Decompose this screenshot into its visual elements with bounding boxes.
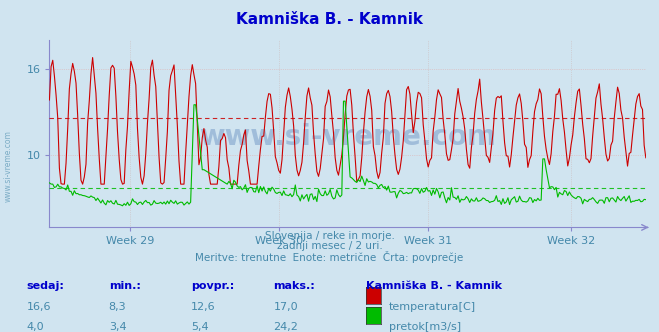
Text: 17,0: 17,0 <box>273 302 298 312</box>
Text: 8,3: 8,3 <box>109 302 127 312</box>
Text: 12,6: 12,6 <box>191 302 215 312</box>
Text: pretok[m3/s]: pretok[m3/s] <box>389 322 461 332</box>
Text: zadnji mesec / 2 uri.: zadnji mesec / 2 uri. <box>277 241 382 251</box>
Text: 4,0: 4,0 <box>26 322 44 332</box>
Text: Kamniška B. - Kamnik: Kamniška B. - Kamnik <box>366 281 501 290</box>
Text: maks.:: maks.: <box>273 281 315 290</box>
Text: Meritve: trenutne  Enote: metrične  Črta: povprečje: Meritve: trenutne Enote: metrične Črta: … <box>195 251 464 263</box>
Text: www.si-vreme.com: www.si-vreme.com <box>3 130 13 202</box>
Text: Kamniška B. - Kamnik: Kamniška B. - Kamnik <box>236 12 423 27</box>
Text: povpr.:: povpr.: <box>191 281 235 290</box>
Text: sedaj:: sedaj: <box>26 281 64 290</box>
Text: Slovenija / reke in morje.: Slovenija / reke in morje. <box>264 231 395 241</box>
Text: 16,6: 16,6 <box>26 302 51 312</box>
Text: min.:: min.: <box>109 281 140 290</box>
Text: 24,2: 24,2 <box>273 322 299 332</box>
Text: 3,4: 3,4 <box>109 322 127 332</box>
Text: 5,4: 5,4 <box>191 322 209 332</box>
Text: www.si-vreme.com: www.si-vreme.com <box>199 124 496 151</box>
Text: temperatura[C]: temperatura[C] <box>389 302 476 312</box>
